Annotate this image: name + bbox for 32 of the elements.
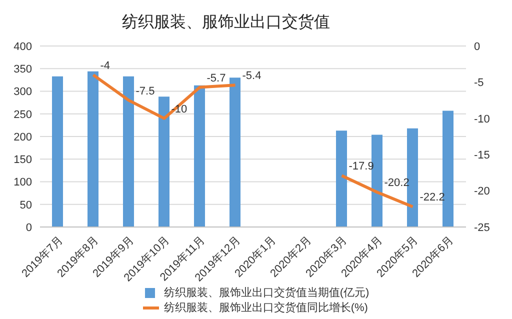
y2-tick-label: 0 xyxy=(474,40,480,53)
bar xyxy=(336,130,347,227)
bar xyxy=(194,85,205,227)
bar xyxy=(123,76,134,227)
bar xyxy=(230,78,240,227)
y2-tick-label: -10 xyxy=(474,113,490,126)
bar xyxy=(52,76,63,227)
y2-tick-label: -20 xyxy=(474,186,490,198)
y-tick-label: 100 xyxy=(14,176,32,189)
legend-label: 纺织服装、服饰业出口交货值当期值(亿元) xyxy=(164,286,370,300)
legend-label: 纺织服装、服饰业出口交货值同比增长(%) xyxy=(164,300,368,315)
bar xyxy=(88,71,98,227)
y-tick-label: 50 xyxy=(20,199,32,212)
bar xyxy=(407,128,418,227)
y-tick-label: 400 xyxy=(14,40,32,53)
data-label: -5.7 xyxy=(206,72,226,84)
y-tick-label: 300 xyxy=(14,86,32,98)
y-tick-label: 0 xyxy=(26,222,32,234)
y-tick-label: 250 xyxy=(14,108,32,121)
bar xyxy=(158,96,170,227)
bar xyxy=(372,134,382,227)
chart-title: 纺织服装、服饰业出口交货值 xyxy=(121,12,331,33)
y-tick-label: 150 xyxy=(14,154,32,166)
data-label: -7.5 xyxy=(136,85,155,98)
y-tick-label: 200 xyxy=(14,131,32,144)
data-label: -5.4 xyxy=(242,70,262,82)
y2-tick-label: -5 xyxy=(474,77,484,90)
y-tick-label: 350 xyxy=(14,64,32,76)
y2-tick-label: -25 xyxy=(474,222,490,234)
data-label: -4 xyxy=(100,60,110,72)
y2-tick-label: -15 xyxy=(474,150,490,162)
bar xyxy=(442,110,454,227)
